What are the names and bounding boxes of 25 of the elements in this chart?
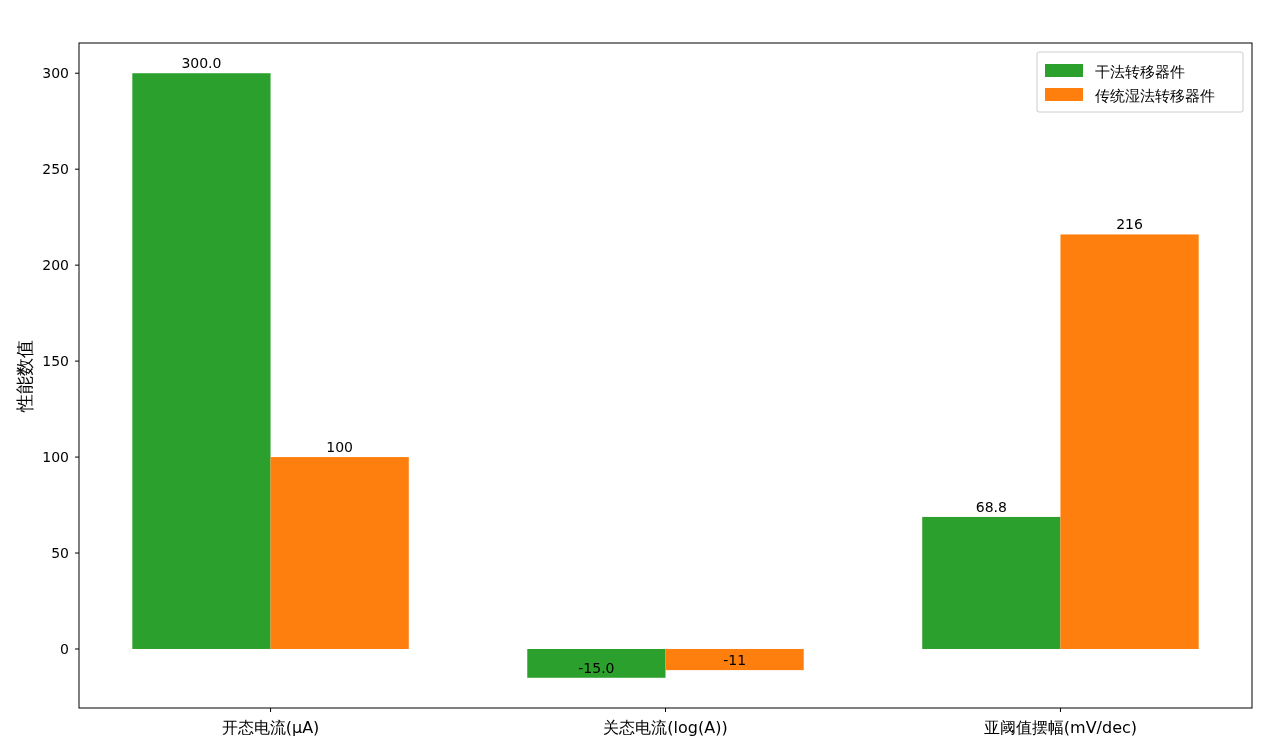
data-label: 300.0 (181, 55, 222, 72)
bar (132, 73, 271, 649)
x-tick-label: 亚阈值摆幅(mV/dec) (983, 718, 1138, 737)
data-label: 216 (1116, 216, 1144, 233)
bar (270, 457, 409, 649)
legend-label: 干法转移器件 (1095, 63, 1185, 81)
y-tick-label: 0 (60, 640, 69, 657)
x-tick-label: 开态电流(μA) (221, 718, 320, 737)
bar (527, 648, 666, 678)
y-tick-label: 150 (42, 353, 69, 370)
y-tick-label: 300 (42, 65, 69, 82)
data-label: 68.8 (975, 498, 1007, 515)
data-label: -11 (723, 652, 747, 669)
y-tick-label: 100 (42, 449, 69, 466)
data-label: -15.0 (578, 659, 615, 676)
y-tick-label: 200 (42, 257, 69, 274)
y-axis-title: 性能数值 (14, 339, 35, 413)
y-tick-label: 250 (42, 161, 69, 178)
bar (665, 648, 804, 671)
x-tick-label: 关态电流(log(A)) (603, 718, 728, 737)
bar (1060, 234, 1199, 649)
data-label: 100 (326, 439, 354, 456)
bar (922, 516, 1061, 649)
legend-label: 传统湿法转移器件 (1095, 87, 1215, 105)
y-tick-label: 50 (51, 545, 69, 562)
